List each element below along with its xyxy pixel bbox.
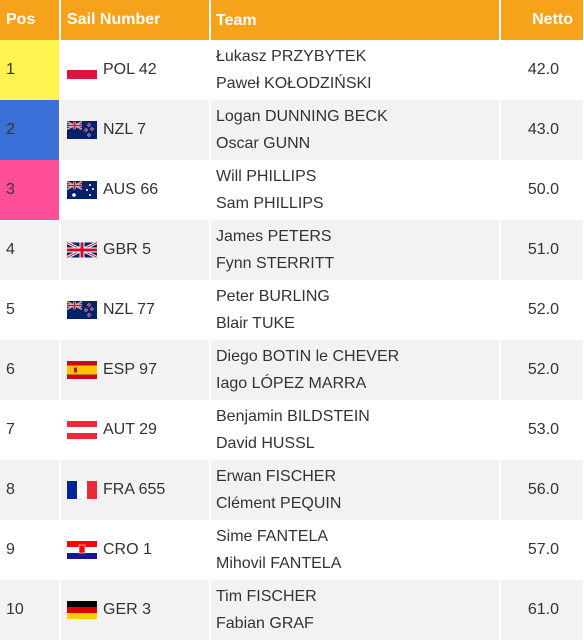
flag [67,361,97,379]
netto-cell: 43.0 [500,100,584,160]
sail-number: CRO 1 [103,541,152,559]
flag [67,61,97,79]
sailor: James PETERS [216,228,332,245]
sailor: Paweł KOŁODZIŃSKI [216,75,372,92]
sail-cell: NZL 7 [60,100,211,160]
sailor: Blair TUKE [216,315,295,332]
sail-cell: ESP 97 [60,340,211,400]
team-cell: Tim FISCHER Fabian GRAF [210,580,501,640]
flag [67,421,97,439]
sail-number: FRA 655 [103,481,166,499]
sail-number: GBR 5 [103,241,152,259]
header-cell[interactable]: Sail Number [60,0,211,40]
sailor: Sime FANTELA [216,528,329,545]
sail-cell: AUS 66 [60,160,211,220]
sail-number: GER 3 [103,601,152,619]
sail-number: NZL 7 [103,121,146,139]
netto-cell: 61.0 [500,580,584,640]
result-row: 6 ESP 97 Diego BOTIN le CHEVER Iago LÓPEZ M… [0,340,584,400]
sailor: Tim FISCHER [216,588,317,605]
header-cell[interactable]: Pos [0,0,61,40]
sailor: Will PHILLIPS [216,168,317,185]
team-cell: Benjamin BILDSTEIN David HUSSL [210,400,501,460]
flag [67,241,97,259]
result-row: 7 AUT 29 Benjamin BILDSTEIN David HUSSL 53.0 [0,400,584,460]
sail-cell: CRO 1 [60,520,211,580]
pos-cell: 5 [0,280,61,340]
team-cell: Diego BOTIN le CHEVER Iago LÓPEZ MARRA [210,340,501,400]
netto-cell: 57.0 [500,520,584,580]
netto-cell: 42.0 [500,40,584,100]
sail-number: NZL 77 [103,301,155,319]
result-row: 1 POL 42 Łukasz PRZYBYTEK Paweł KOŁODZIŃSKI… [0,40,584,100]
sail-cell: NZL 77 [60,280,211,340]
sailor: Sam PHILLIPS [216,195,324,212]
team-cell: Peter BURLING Blair TUKE [210,280,501,340]
sailor: Oscar GUNN [216,135,311,152]
flag [67,481,97,499]
sailor: Mihovil FANTELA [216,555,342,572]
flag [67,541,97,559]
result-row: 9 CRO 1 Sime FANTELA Mihovil FANTELA 57.0 [0,520,584,580]
sail-cell: GER 3 [60,580,211,640]
sail-number: AUT 29 [103,421,157,439]
pos-cell: 10 [0,580,61,640]
result-row: 8 FRA 655 Erwan FISCHER Clément PEQUIN 56.0 [0,460,584,520]
sail-cell: FRA 655 [60,460,211,520]
header-cell[interactable]: Team [210,0,501,40]
result-row: 2 NZL 7 Logan DUNNING BECK Oscar GUNN 43.0 [0,100,584,160]
pos-cell: 2 [0,100,61,160]
pos-cell: 1 [0,40,61,100]
pos-cell: 6 [0,340,61,400]
sailor: David HUSSL [216,435,315,452]
header-row: Pos Sail Number Team Netto [0,0,584,40]
result-row: 5 NZL 77 Peter BURLING Blair TUKE 52.0 [0,280,584,340]
flag [67,301,97,319]
team-cell: Logan DUNNING BECK Oscar GUNN [210,100,501,160]
pos-cell: 8 [0,460,61,520]
sailor: Iago LÓPEZ MARRA [216,375,367,392]
team-cell: Łukasz PRZYBYTEK Paweł KOŁODZIŃSKI [210,40,501,100]
netto-cell: 50.0 [500,160,584,220]
sailor: Diego BOTIN le CHEVER [216,348,400,365]
sailor: Fabian GRAF [216,615,314,632]
team-cell: Sime FANTELA Mihovil FANTELA [210,520,501,580]
result-row: 10 GER 3 Tim FISCHER Fabian GRAF 61.0 [0,580,584,640]
sailor: Logan DUNNING BECK [216,108,388,125]
pos-cell: 7 [0,400,61,460]
flag [67,121,97,139]
sail-number: POL 42 [103,61,157,79]
sail-cell: AUT 29 [60,400,211,460]
result-row: 4 GBR 5 James PETERS Fynn STERRITT 51.0 [0,220,584,280]
sail-number: AUS 66 [103,181,159,199]
sailor: Fynn STERRITT [216,255,335,272]
pos-cell: 9 [0,520,61,580]
netto-cell: 51.0 [500,220,584,280]
sail-number: ESP 97 [103,361,157,379]
netto-cell: 52.0 [500,340,584,400]
netto-cell: 56.0 [500,460,584,520]
netto-cell: 52.0 [500,280,584,340]
netto-cell: 53.0 [500,400,584,460]
header-cell[interactable]: Netto [500,0,584,40]
flag [67,181,97,199]
team-cell: James PETERS Fynn STERRITT [210,220,501,280]
team-cell: Will PHILLIPS Sam PHILLIPS [210,160,501,220]
sailor: Benjamin BILDSTEIN [216,408,370,425]
sailor: Erwan FISCHER [216,468,337,485]
sail-cell: GBR 5 [60,220,211,280]
sail-cell: POL 42 [60,40,211,100]
sailor: Peter BURLING [216,288,330,305]
flag [67,601,97,619]
sailor: Clément PEQUIN [216,495,342,512]
pos-cell: 3 [0,160,61,220]
team-cell: Erwan FISCHER Clément PEQUIN [210,460,501,520]
pos-cell: 4 [0,220,61,280]
sailor: Łukasz PRZYBYTEK [216,48,367,65]
result-row: 3 AUS 66 Will PHILLIPS Sam PHILLIPS 50.0 [0,160,584,220]
